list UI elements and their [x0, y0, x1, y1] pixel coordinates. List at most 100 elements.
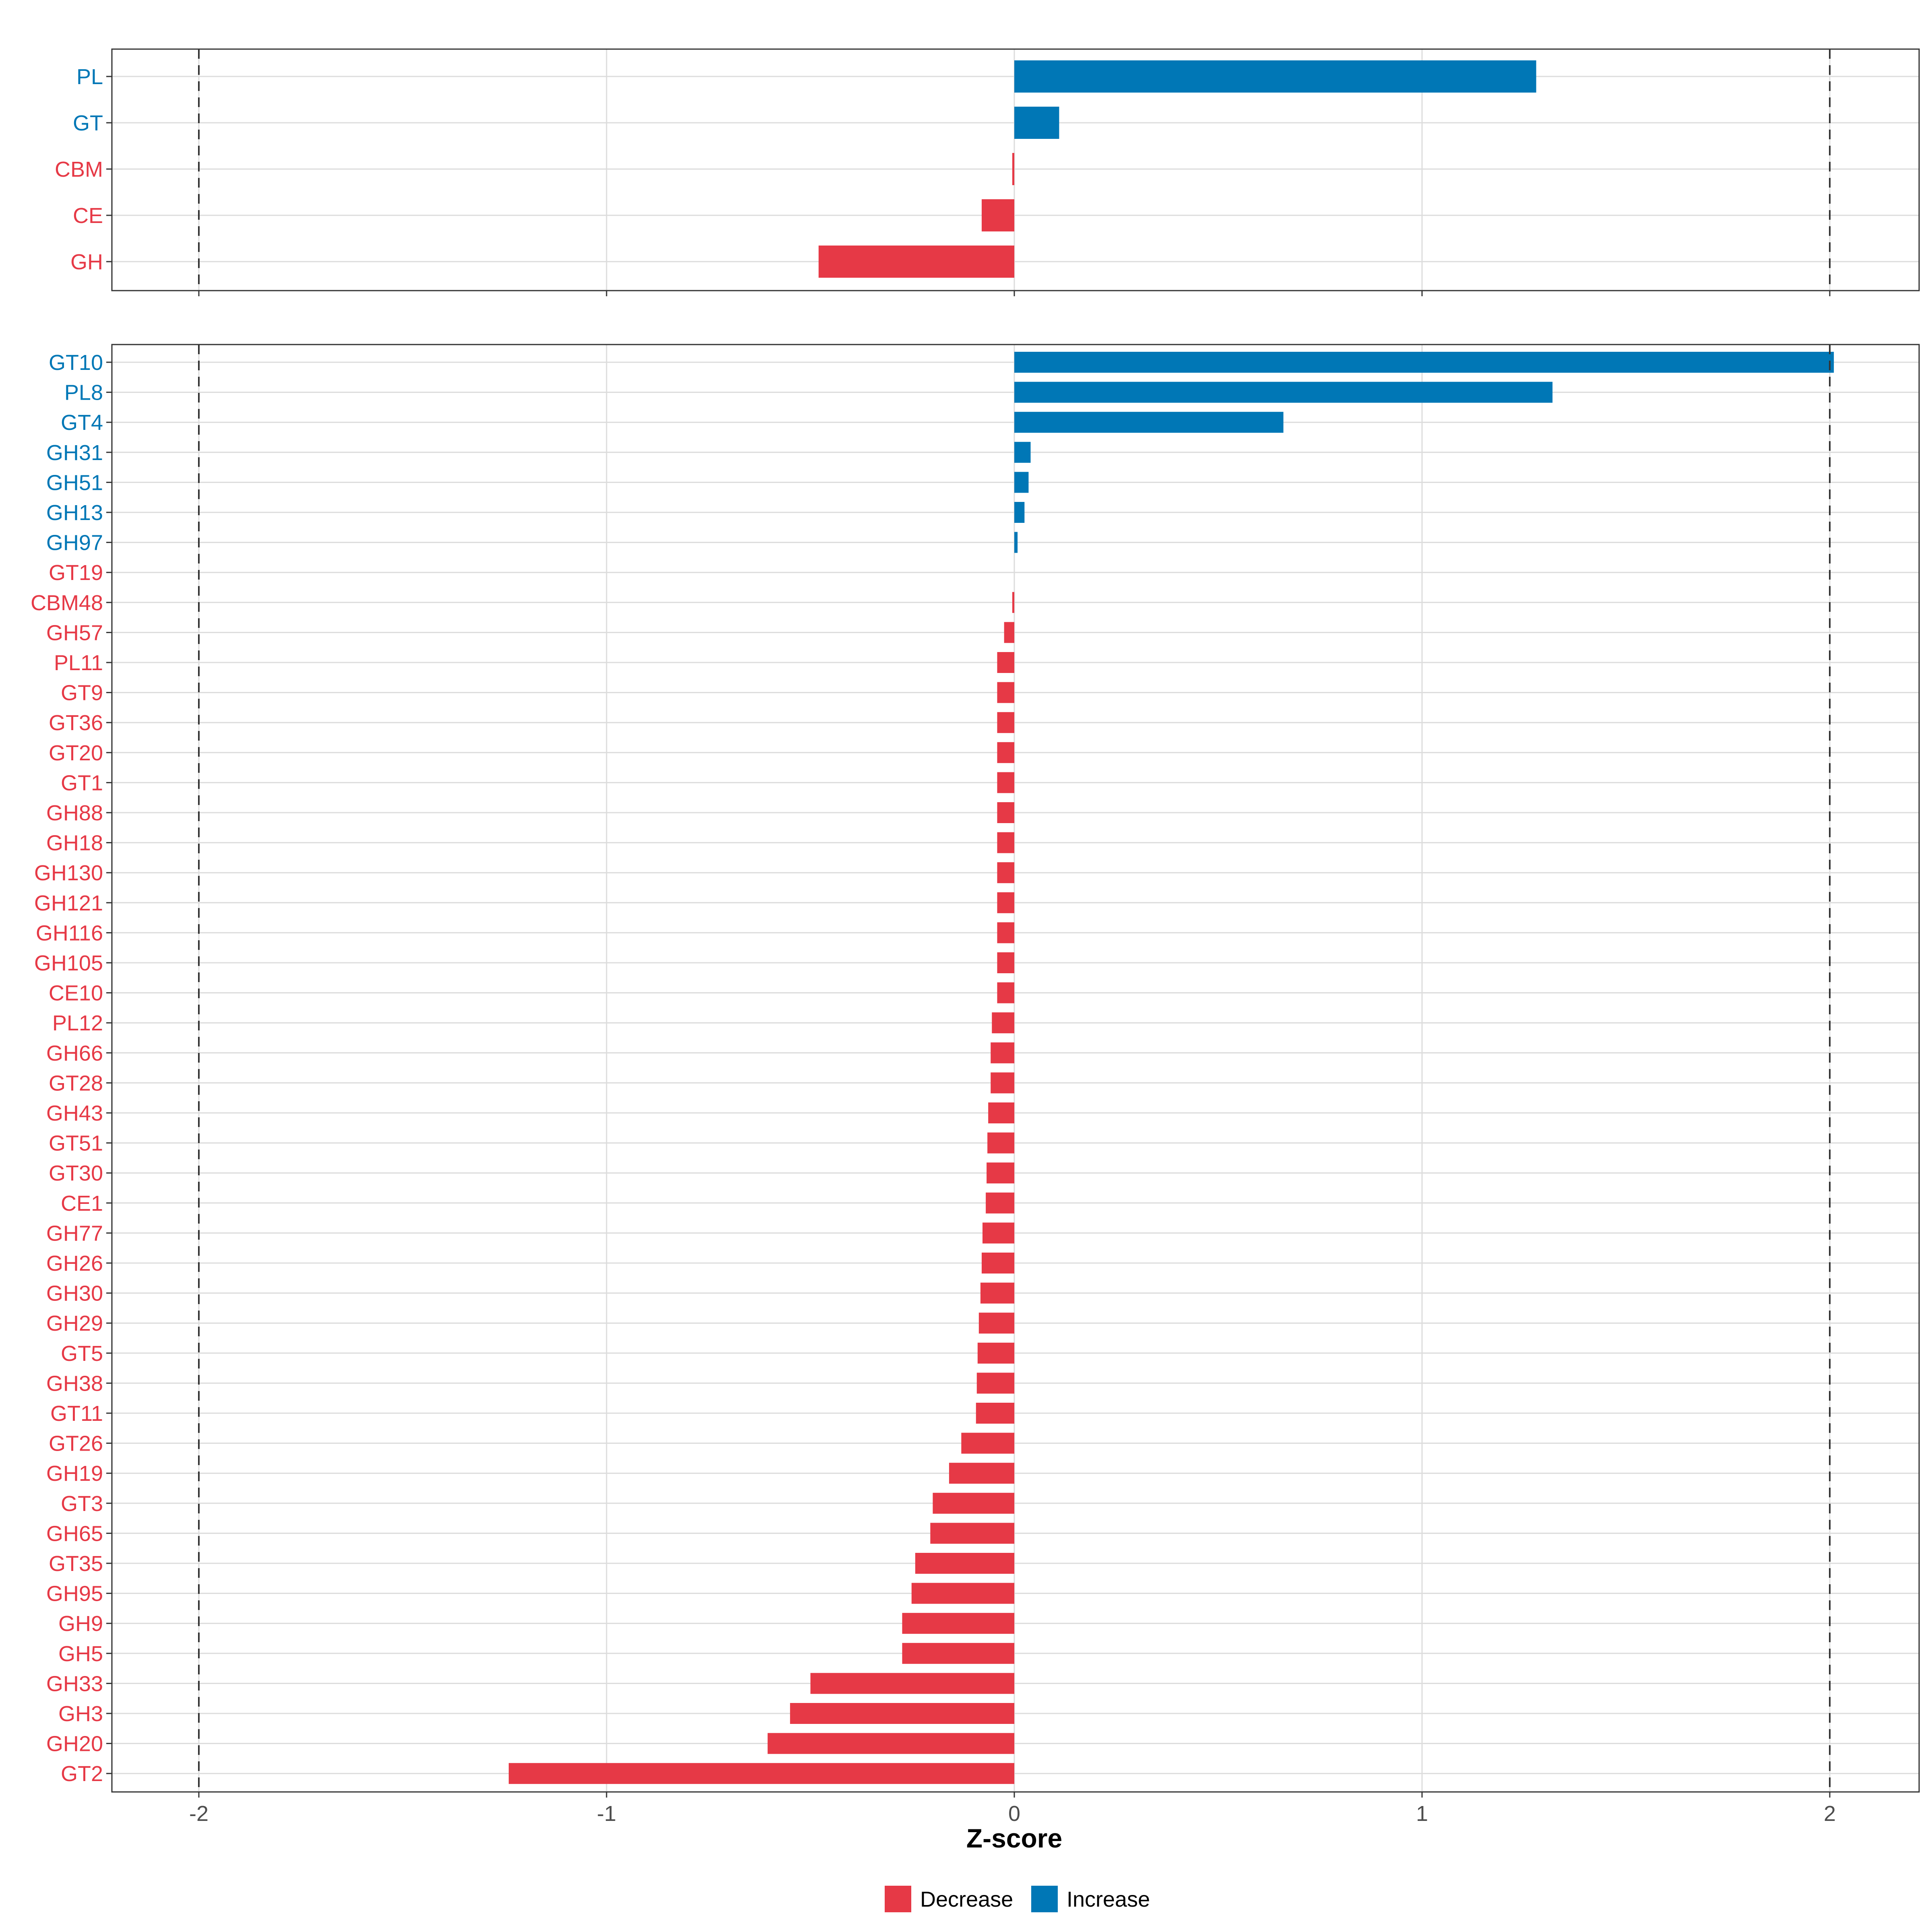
- y-tick-label-GT51: GT51: [49, 1131, 103, 1156]
- bar-GH121: [997, 892, 1014, 913]
- legend-key-decrease: [885, 1886, 911, 1912]
- bar-GH57: [1004, 622, 1014, 643]
- bar-GH18: [997, 832, 1014, 853]
- y-tick-label-CE10: CE10: [49, 981, 103, 1005]
- bar-GH: [818, 246, 1014, 278]
- bar-GT28: [991, 1072, 1014, 1094]
- y-tick-label-GH3: GH3: [58, 1702, 103, 1726]
- bar-GT36: [997, 712, 1014, 733]
- y-tick-label-GH20: GH20: [46, 1732, 103, 1756]
- y-tick-label-GH130: GH130: [34, 861, 103, 885]
- bar-GT4: [1014, 412, 1284, 433]
- bar-CBM: [1012, 153, 1014, 185]
- y-tick-label-GH88: GH88: [46, 801, 103, 825]
- y-tick-label-CBM48: CBM48: [31, 591, 103, 615]
- y-tick-label-GH30: GH30: [46, 1282, 103, 1306]
- y-tick-label-GH95: GH95: [46, 1582, 103, 1606]
- bar-CE1: [986, 1192, 1014, 1214]
- y-tick-label-GT1: GT1: [61, 771, 103, 795]
- y-tick-label-GH51: GH51: [46, 471, 103, 495]
- bar-GH3: [790, 1703, 1014, 1724]
- bar-GT51: [987, 1132, 1014, 1154]
- bar-GT: [1014, 107, 1059, 139]
- y-tick-label-GT19: GT19: [49, 561, 103, 585]
- bar-GH43: [988, 1102, 1014, 1123]
- y-tick-label-GT2: GT2: [61, 1762, 103, 1786]
- y-tick-label-GH33: GH33: [46, 1672, 103, 1696]
- x-tick-label: -2: [189, 1802, 208, 1826]
- y-tick-label-GH97: GH97: [46, 531, 103, 555]
- bar-GT9: [997, 682, 1014, 703]
- y-tick-label-GT11: GT11: [50, 1402, 103, 1426]
- bar-GH130: [997, 862, 1014, 883]
- bar-GH33: [810, 1673, 1014, 1694]
- bar-CE: [981, 199, 1014, 231]
- y-tick-label-GH38: GH38: [46, 1371, 103, 1395]
- x-tick-label: 2: [1824, 1802, 1836, 1826]
- y-tick-label-GH66: GH66: [46, 1041, 103, 1065]
- panel-border: [111, 48, 1920, 291]
- bar-GT1: [997, 772, 1014, 793]
- y-tick-label-CE1: CE1: [61, 1191, 103, 1216]
- bar-GH77: [982, 1222, 1014, 1244]
- y-tick-label-GT: GT: [73, 111, 103, 135]
- bar-GH38: [976, 1373, 1014, 1394]
- x-tick-label: -1: [597, 1802, 616, 1826]
- x-tick-label: 1: [1416, 1802, 1428, 1826]
- y-tick-label-GT28: GT28: [49, 1071, 103, 1095]
- y-tick-label-GH18: GH18: [46, 831, 103, 855]
- y-tick-label-GT36: GT36: [49, 711, 103, 735]
- y-tick-label-GH29: GH29: [46, 1311, 103, 1335]
- bar-GH5: [902, 1643, 1014, 1664]
- y-tick-label-GH43: GH43: [46, 1101, 103, 1125]
- bar-GT26: [961, 1432, 1014, 1454]
- x-tick-label: 0: [1008, 1802, 1020, 1826]
- bar-PL8: [1014, 382, 1553, 403]
- bar-GH95: [911, 1583, 1014, 1604]
- bar-GH29: [978, 1313, 1014, 1334]
- bar-GH116: [997, 922, 1014, 943]
- y-tick-label-GH116: GH116: [36, 921, 103, 945]
- x-axis-title: Z-score: [966, 1823, 1062, 1853]
- panel-subfamilies: GT10 PL8 GT4 GH31 GH51 GH13 GH97 GT19 CBM48 GH57 P…: [31, 344, 1920, 1798]
- y-tick-label-GH9: GH9: [58, 1612, 103, 1636]
- y-tick-label-GH26: GH26: [46, 1251, 103, 1276]
- bar-GH105: [997, 952, 1014, 973]
- legend-key-increase: [1031, 1886, 1058, 1912]
- y-tick-label-GT9: GT9: [61, 681, 103, 705]
- y-tick-label-PL: PL: [76, 65, 103, 89]
- y-tick-label-GH: GH: [70, 250, 103, 274]
- bar-GH30: [980, 1282, 1014, 1304]
- y-tick-label-GT35: GT35: [49, 1552, 103, 1576]
- panel-border: [111, 344, 1920, 1793]
- y-tick-label-GH13: GH13: [46, 501, 103, 525]
- y-tick-label-GT3: GT3: [61, 1492, 103, 1516]
- y-tick-label-GH57: GH57: [46, 621, 103, 645]
- y-tick-label-GT30: GT30: [49, 1161, 103, 1185]
- bar-GH66: [991, 1042, 1014, 1063]
- bar-GH88: [997, 802, 1014, 823]
- bar-GH65: [930, 1523, 1014, 1544]
- bar-GT3: [933, 1492, 1014, 1514]
- legend: Decrease Increase: [885, 1886, 1150, 1912]
- bar-GT11: [976, 1403, 1014, 1424]
- bar-GT10: [1014, 352, 1834, 373]
- bar-GT20: [997, 742, 1014, 763]
- y-tick-label-GT10: GT10: [49, 351, 103, 375]
- y-tick-label-CE: CE: [73, 204, 103, 228]
- y-tick-label-GT4: GT4: [61, 411, 103, 435]
- bar-GH9: [902, 1613, 1014, 1634]
- panel-families: PL GT CBM CE GH: [55, 48, 1920, 296]
- bar-CBM48: [1012, 592, 1014, 613]
- y-tick-label-GH31: GH31: [46, 441, 103, 465]
- bar-GT30: [987, 1162, 1014, 1184]
- y-tick-label-GH65: GH65: [46, 1521, 103, 1546]
- bar-GH97: [1014, 532, 1018, 553]
- y-tick-label-PL8: PL8: [64, 381, 103, 405]
- bar-GH13: [1014, 502, 1025, 523]
- y-tick-label-GH121: GH121: [34, 891, 103, 915]
- y-tick-label-PL11: PL11: [54, 651, 103, 675]
- bar-GT5: [977, 1342, 1014, 1364]
- y-tick-label-GH5: GH5: [58, 1642, 103, 1666]
